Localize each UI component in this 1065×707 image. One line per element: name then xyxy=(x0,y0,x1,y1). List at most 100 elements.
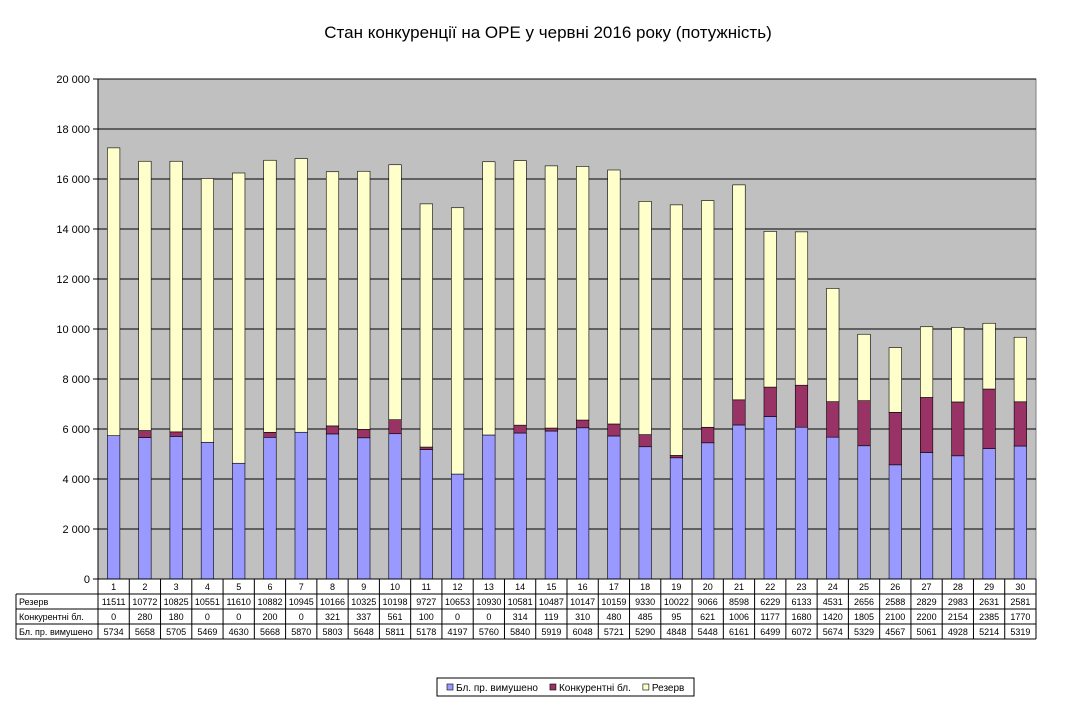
data-label: 0 xyxy=(299,612,304,622)
bar-segment xyxy=(357,170,371,430)
y-tick-label: 8 000 xyxy=(62,374,90,386)
bar-segment xyxy=(920,397,934,453)
data-label: 5811 xyxy=(385,627,404,637)
data-label: 0 xyxy=(205,612,210,622)
x-tick-label: 16 xyxy=(578,582,588,592)
bar-segment xyxy=(732,424,746,580)
data-label: 11610 xyxy=(227,597,251,607)
data-label: 100 xyxy=(419,612,434,622)
data-table: 1 2 3 4 5 6 7 8 9 10 11 12 13 14 15 16 17 18 19 20 21 22 23 24 2… xyxy=(15,578,1037,640)
data-label: 95 xyxy=(671,612,681,622)
bar-segment xyxy=(482,161,496,436)
legend-box xyxy=(436,677,695,697)
bar-segment xyxy=(294,431,308,580)
bar-segment xyxy=(263,159,277,433)
data-label: 5674 xyxy=(823,627,843,637)
bar-segment xyxy=(982,388,996,449)
data-label: 6499 xyxy=(760,627,780,637)
bar-segment xyxy=(763,386,777,417)
bar-segment xyxy=(325,433,340,580)
data-label: 5803 xyxy=(322,627,342,637)
y-tick-label: 14 000 xyxy=(56,224,90,236)
bar-segment xyxy=(419,449,433,580)
x-tick-label: 26 xyxy=(890,582,900,592)
bar-segment xyxy=(138,437,152,580)
x-tick-label: 21 xyxy=(734,582,744,592)
x-tick-label: 27 xyxy=(922,582,932,592)
data-label: 9727 xyxy=(416,597,436,607)
data-label: 10772 xyxy=(132,597,157,607)
table-row-label: Резерв xyxy=(19,597,48,607)
bar-segment xyxy=(513,160,527,426)
data-label: 10166 xyxy=(320,597,345,607)
legend-label: Резерв xyxy=(652,683,684,694)
data-label: 4531 xyxy=(823,597,843,607)
legend-swatch xyxy=(549,683,557,691)
data-label: 5214 xyxy=(979,627,999,637)
y-tick-label: 4 000 xyxy=(62,474,90,486)
x-tick-label: 17 xyxy=(609,582,619,592)
data-label: 10198 xyxy=(383,597,408,607)
bar-segment xyxy=(701,200,715,428)
bar-segment xyxy=(325,171,340,427)
data-label: 310 xyxy=(575,612,590,622)
bar-segment xyxy=(576,166,590,421)
bar-segment xyxy=(951,455,965,580)
bar-segment xyxy=(513,424,527,434)
bar-segment xyxy=(232,172,246,464)
data-label: 10882 xyxy=(257,597,282,607)
bar-segment xyxy=(107,435,121,580)
data-label: 5840 xyxy=(510,627,530,637)
bar-segment xyxy=(544,430,558,580)
bar-segment xyxy=(920,452,934,580)
x-tick-label: 6 xyxy=(267,582,272,592)
bar-segment xyxy=(669,204,683,456)
data-label: 5329 xyxy=(854,627,874,637)
bar-segment xyxy=(388,419,402,435)
bar-segment xyxy=(982,448,996,580)
bar-segment xyxy=(732,399,746,426)
data-label: 4630 xyxy=(229,627,249,637)
bar-segment xyxy=(138,160,152,431)
x-tick-label: 5 xyxy=(236,582,241,592)
data-label: 561 xyxy=(388,612,403,622)
bar-segment xyxy=(794,384,809,428)
legend-swatch xyxy=(446,683,454,691)
data-label: 5705 xyxy=(166,627,186,637)
table-row-label: Конкурентні бл. xyxy=(19,612,84,622)
data-label: 2631 xyxy=(979,597,999,607)
data-label: 5734 xyxy=(104,627,124,637)
data-label: 321 xyxy=(325,612,340,622)
bar-segment xyxy=(982,322,996,390)
bar-segment xyxy=(1013,336,1027,403)
data-label: 1177 xyxy=(761,612,780,622)
y-axis: 0 2 000 4 000 6 000 8 000 10 000 12 000 14 000 1… xyxy=(56,74,99,586)
bar-segment xyxy=(263,431,277,438)
data-label: 1805 xyxy=(854,612,874,622)
bar-segment xyxy=(701,426,715,444)
data-label: 10159 xyxy=(601,597,626,607)
y-tick-label: 10 000 xyxy=(56,324,90,336)
bar-segment xyxy=(826,436,840,580)
data-label: 1420 xyxy=(823,612,843,622)
bars-layer xyxy=(107,147,1027,580)
x-tick-label: 28 xyxy=(953,582,963,592)
data-label: 337 xyxy=(356,612,371,622)
data-label: 5290 xyxy=(635,627,655,637)
data-label: 2588 xyxy=(885,597,905,607)
bar-segment xyxy=(169,431,183,437)
bar-segment xyxy=(638,446,652,580)
data-label: 6229 xyxy=(760,597,780,607)
bar-segment xyxy=(1013,445,1027,580)
x-tick-label: 12 xyxy=(453,582,463,592)
x-tick-label: 20 xyxy=(703,582,713,592)
bar-segment xyxy=(701,442,715,580)
legend-label: Бл. пр. вимушено xyxy=(456,683,538,694)
bar-segment xyxy=(857,400,871,447)
x-tick-label: 7 xyxy=(299,582,304,592)
bar-segment xyxy=(451,207,465,475)
data-label: 10551 xyxy=(195,597,220,607)
bar-segment xyxy=(888,412,902,466)
